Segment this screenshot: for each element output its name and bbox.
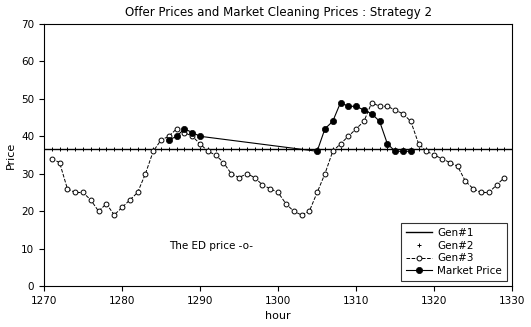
Gen#3	[48, 157, 55, 161]
Gen#2	[509, 147, 516, 151]
Legend: Gen#1, Gen#2, Gen#3, Market Price: Gen#1, Gen#2, Gen#3, Market Price	[400, 223, 507, 281]
Line: Market Price: Market Price	[166, 99, 414, 154]
Market Price	[322, 127, 328, 131]
Gen#2	[134, 147, 141, 151]
Market Price	[400, 149, 406, 153]
Gen#3	[96, 209, 102, 213]
Market Price	[197, 134, 203, 138]
Market Price	[392, 149, 398, 153]
Market Price	[314, 149, 320, 153]
Market Price	[181, 127, 187, 131]
Gen#2	[322, 147, 328, 151]
Gen#3	[369, 101, 375, 105]
X-axis label: hour: hour	[266, 311, 291, 321]
Market Price	[369, 112, 375, 116]
Market Price	[384, 142, 391, 146]
Gen#2	[447, 147, 453, 151]
Title: Offer Prices and Market Cleaning Prices : Strategy 2: Offer Prices and Market Cleaning Prices …	[125, 6, 432, 19]
Gen#2	[150, 147, 157, 151]
Gen#3	[290, 209, 297, 213]
Line: Gen#3: Gen#3	[49, 100, 507, 217]
Line: Gen#2: Gen#2	[42, 147, 515, 151]
Market Price	[345, 104, 352, 108]
Market Price	[361, 108, 367, 112]
Market Price	[376, 119, 383, 123]
Market Price	[174, 134, 180, 138]
Gen#3	[126, 198, 133, 202]
Market Price	[353, 104, 359, 108]
Gen#3	[392, 108, 398, 112]
Gen#3	[64, 187, 71, 191]
Market Price	[337, 101, 344, 105]
Market Price	[166, 138, 172, 142]
Gen#3	[174, 127, 180, 131]
Market Price	[408, 149, 414, 153]
Market Price	[330, 119, 336, 123]
Gen#3	[501, 176, 508, 180]
Text: The ED price -o-: The ED price -o-	[169, 241, 253, 251]
Market Price	[189, 130, 195, 134]
Gen#3	[111, 213, 117, 217]
Gen#2	[290, 147, 297, 151]
Gen#2	[204, 147, 211, 151]
Y-axis label: Price: Price	[5, 141, 15, 169]
Gen#2	[41, 147, 47, 151]
